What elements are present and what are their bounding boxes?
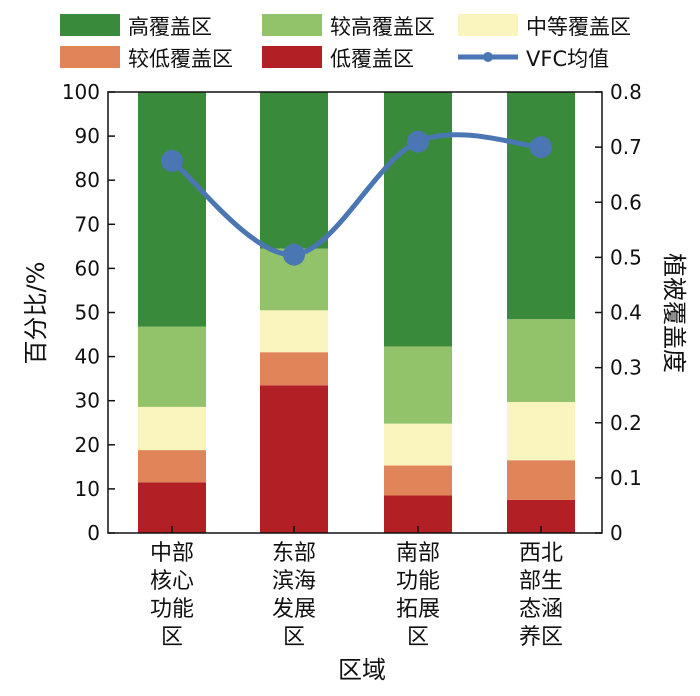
- y-tick-label-3: 30: [75, 389, 100, 413]
- bar-segment-3-3: [507, 319, 575, 403]
- y-tick-label-6: 60: [75, 256, 100, 280]
- bar-segment-2-4: [384, 92, 452, 347]
- bar-segment-0-3: [138, 326, 206, 407]
- y2-tick-label-8: 0.8: [610, 80, 642, 104]
- legend-label-high: 高覆盖区: [128, 15, 212, 39]
- vfc-line: [169, 132, 544, 258]
- y-tick-label-4: 40: [75, 345, 100, 369]
- x-category-label-0-0: 中部: [150, 541, 194, 566]
- x-category-label-3-1: 部生: [519, 569, 563, 594]
- x-category-label-3-2: 态涵: [519, 597, 563, 622]
- y-tick-label-8: 80: [75, 168, 100, 192]
- x-category-label-2-2: 拓展: [396, 597, 440, 622]
- x-category-label-1-1: 滨海: [272, 569, 316, 594]
- x-category-label-1-0: 东部: [272, 541, 316, 566]
- bar-segment-1-4: [260, 92, 328, 249]
- y2-tick-label-5: 0.5: [610, 245, 642, 269]
- bar-segment-0-4: [138, 92, 206, 327]
- legend: 高覆盖区 较高覆盖区 中等覆盖区 较低覆盖区 低覆盖区 VFC均值: [60, 14, 631, 71]
- bar-segment-1-1: [260, 352, 328, 386]
- legend-label-mid-low: 较低覆盖区: [128, 47, 233, 71]
- y-tick-label-9: 90: [75, 124, 100, 148]
- x-category-label-0-3: 区: [161, 625, 183, 650]
- y-tick-label-2: 20: [75, 433, 100, 457]
- y-tick-label-7: 70: [75, 212, 100, 236]
- x-category-label-2-3: 区: [407, 625, 429, 650]
- legend-swatch-high: [60, 14, 120, 36]
- x-category-label-2-1: 功能: [396, 569, 440, 594]
- bar-segment-3-2: [507, 402, 575, 461]
- y2-tick-label-0: 0: [610, 521, 623, 545]
- y2-tick-label-1: 0.1: [610, 466, 642, 490]
- vfc-point-0: [161, 149, 183, 172]
- bar-segment-3-4: [507, 92, 575, 320]
- x-category-label-0-1: 核心: [150, 569, 194, 594]
- bar-segment-1-2: [260, 310, 328, 353]
- y2-tick-label-7: 0.7: [610, 135, 642, 159]
- left-axis: 0 10 20 30 40 50 60 70 80 90 100: [62, 80, 115, 545]
- y2-tick-label-3: 0.3: [610, 356, 642, 380]
- bar-segment-2-3: [384, 346, 452, 424]
- bars: [138, 92, 575, 533]
- y-tick-label-1: 10: [75, 477, 100, 501]
- bar-segment-1-0: [260, 385, 328, 533]
- legend-label-mid-high: 较高覆盖区: [330, 15, 435, 39]
- vfc-point-3: [530, 136, 552, 159]
- legend-swatch-mid-low: [60, 46, 120, 68]
- right-axis: 0 0.1 0.2 0.3 0.4 0.5 0.6 0.7 0.8: [595, 80, 642, 545]
- bar-segment-2-2: [384, 423, 452, 466]
- bar-segment-2-1: [384, 465, 452, 496]
- x-category-label-2-0: 南部: [396, 541, 440, 566]
- x-category-label-1-3: 区: [283, 625, 305, 650]
- legend-label-low: 低覆盖区: [330, 47, 414, 71]
- legend-label-medium: 中等覆盖区: [526, 15, 631, 39]
- legend-label-vfc: VFC均值: [526, 47, 609, 71]
- x-category-label-3-0: 西北: [519, 541, 563, 566]
- y2-tick-label-4: 0.4: [610, 301, 642, 325]
- legend-swatch-low: [262, 46, 322, 68]
- y-tick-label-0: 0: [87, 521, 100, 545]
- vfc-point-2: [407, 130, 429, 153]
- y2-axis-title: 植被覆盖度: [660, 253, 688, 373]
- y-axis-title: 百分比/%: [22, 262, 50, 365]
- bar-segment-0-0: [138, 482, 206, 533]
- bar-segment-3-1: [507, 460, 575, 500]
- legend-marker-vfc: [483, 52, 493, 62]
- vfc-line-series: [161, 130, 552, 266]
- vfc-point-1: [283, 243, 305, 266]
- y-tick-label-5: 50: [75, 301, 100, 325]
- x-axis-title: 区域: [338, 656, 386, 684]
- bar-segment-0-2: [138, 406, 206, 451]
- bar-segment-0-1: [138, 450, 206, 483]
- y2-tick-label-2: 0.2: [610, 411, 642, 435]
- legend-swatch-mid-high: [262, 14, 322, 36]
- x-category-label-1-2: 发展: [272, 597, 316, 622]
- x-category-label-3-3: 养区: [519, 625, 563, 650]
- y2-tick-label-6: 0.6: [610, 190, 642, 214]
- y-tick-label-10: 100: [62, 80, 100, 104]
- legend-swatch-medium: [458, 14, 518, 36]
- x-category-label-0-2: 功能: [150, 597, 194, 622]
